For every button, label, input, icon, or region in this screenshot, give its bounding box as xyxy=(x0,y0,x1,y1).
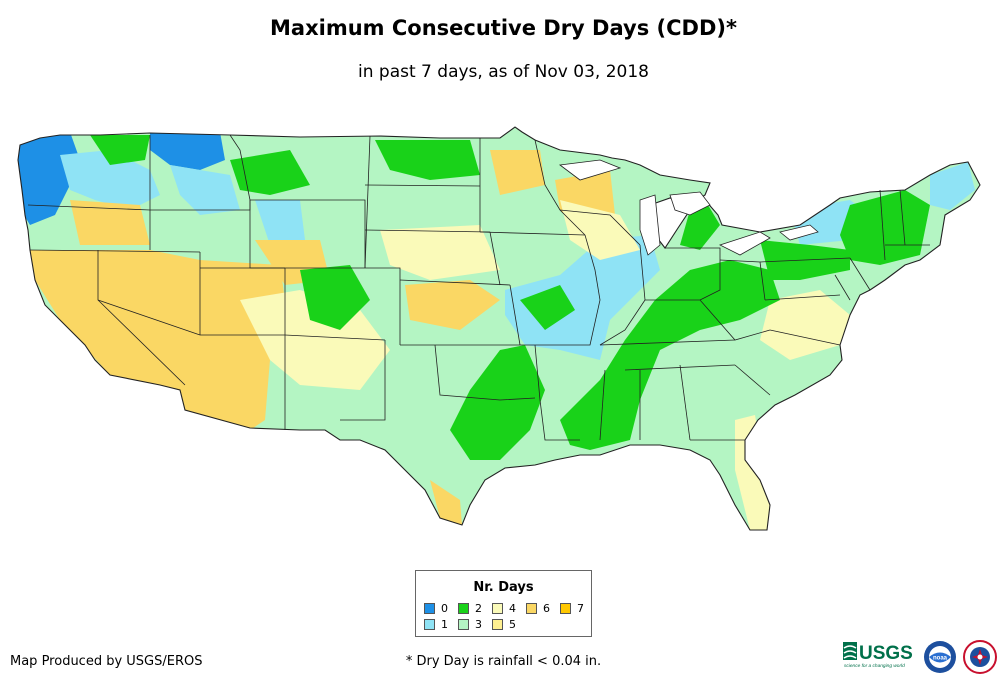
area-2-days-ohio-valley xyxy=(560,260,780,450)
area-2-days-colorado xyxy=(300,265,370,330)
legend-item-2: 2 xyxy=(458,603,482,614)
legend-swatch-6 xyxy=(526,603,537,614)
area-2-days-new-england xyxy=(840,190,930,265)
noaa-logo: noaa xyxy=(924,641,956,673)
area-6-days-minnesota xyxy=(490,150,545,195)
legend-swatch-7 xyxy=(560,603,571,614)
area-2-days-montana xyxy=(230,150,310,195)
map-title: Maximum Consecutive Dry Days (CDD)* xyxy=(270,16,737,40)
area-0-days-north-idaho xyxy=(150,132,225,170)
area-2-days-missouri xyxy=(520,285,575,330)
area-4-days-upper-midwest xyxy=(560,200,640,260)
legend-swatch-0 xyxy=(424,603,435,614)
dry-days-coverage xyxy=(18,127,980,530)
legend-item-4: 4 xyxy=(492,603,516,614)
map-subtitle: in past 7 days, as of Nov 03, 2018 xyxy=(358,62,649,82)
legend-item-1: 1 xyxy=(424,619,448,630)
legend-item-6: 6 xyxy=(526,603,550,614)
legend-swatch-5 xyxy=(492,619,503,630)
area-6-days-kansas xyxy=(405,280,500,330)
nws-logo xyxy=(963,640,997,674)
area-6-days-south-texas xyxy=(430,480,462,525)
legend-swatch-2 xyxy=(458,603,469,614)
dry-day-footnote: * Dry Day is rainfall < 0.04 in. xyxy=(405,654,602,669)
area-1-day-wyoming xyxy=(255,200,305,245)
usgs-logo: USGS science for a changing world xyxy=(843,642,913,669)
producer-credit: Map Produced by USGS/EROS xyxy=(10,654,203,669)
legend-title: Nr. Days xyxy=(473,580,534,595)
legend-swatch-4 xyxy=(492,603,503,614)
area-6-days-southwest xyxy=(25,250,285,430)
legend-item-5: 5 xyxy=(492,619,516,630)
area-2-days-washington xyxy=(90,135,150,165)
legend-item-3: 3 xyxy=(458,619,482,630)
area-4-days-florida xyxy=(735,415,770,530)
area-2-days-texas-east xyxy=(450,345,545,460)
legend-item-0: 0 xyxy=(424,603,448,614)
usgs-tagline: science for a changing world xyxy=(844,663,905,669)
noaa-logo-text: noaa xyxy=(933,656,948,662)
state-borders xyxy=(17,126,981,531)
area-1-day-midwest xyxy=(505,235,660,360)
area-2-days-north-dakota xyxy=(375,140,480,180)
area-1-day-idaho xyxy=(170,165,240,215)
legend: Nr. Days 0 1 2 3 4 5 6 7 xyxy=(415,570,592,637)
great-lakes xyxy=(558,159,819,256)
legend-item-7: 7 xyxy=(560,603,584,614)
area-6-days-oregon xyxy=(70,200,150,245)
area-1-day-oregon xyxy=(60,150,160,210)
area-1-day-maine xyxy=(930,162,975,210)
legend-swatch-1 xyxy=(424,619,435,630)
legend-swatch-3 xyxy=(458,619,469,630)
usgs-logo-text: USGS xyxy=(859,643,913,664)
area-4-days-plains xyxy=(380,225,500,280)
